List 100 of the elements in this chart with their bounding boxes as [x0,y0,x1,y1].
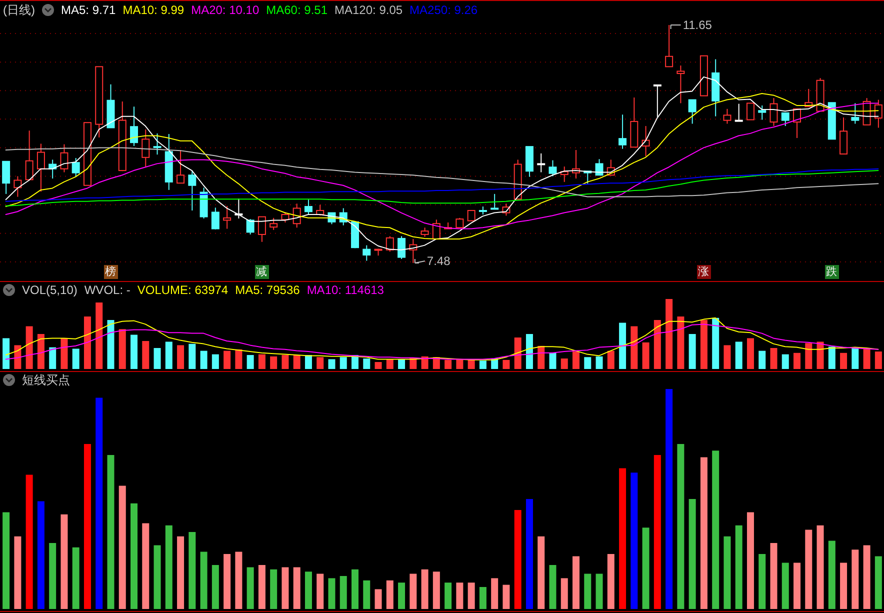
bar [107,455,114,609]
bar [374,362,382,369]
candlestick [188,170,196,211]
bar [224,350,231,369]
bar [770,543,778,609]
bar [282,567,289,609]
candlestick [246,218,254,235]
bar [526,334,533,369]
bar [816,525,824,609]
bar [49,347,56,369]
candlestick [270,217,278,230]
bar [293,567,300,609]
bar [49,543,56,609]
bar [177,536,184,609]
candlestick [770,98,778,127]
candlestick [36,143,45,192]
bar [340,357,347,369]
bar [770,348,778,369]
text: 跌 [824,265,839,279]
bar [72,348,80,369]
bar [212,565,219,609]
bar [782,354,789,369]
bar [700,320,708,369]
bar [782,562,789,609]
bar [304,355,312,369]
bar [14,536,22,609]
bar [712,318,720,369]
bar [874,352,882,369]
bar [468,582,475,609]
bar [130,334,138,369]
bar [724,345,731,369]
bar [316,574,324,609]
bar [60,338,68,369]
bar [502,360,510,369]
bar [572,352,580,369]
bar [688,499,696,609]
text: 涨 [696,265,711,279]
bar [26,474,33,609]
bar [246,567,254,609]
candlestick [25,130,34,180]
chart-title: VOL(5,10) [22,283,78,297]
bar [642,342,650,369]
bar [619,322,626,369]
bar [619,468,626,609]
bar [572,556,580,609]
bar [514,338,522,369]
bar [444,360,452,369]
bar [14,345,22,369]
bar [654,320,661,369]
candlestick [176,149,185,184]
bar [26,326,33,369]
bar [444,582,452,609]
bar [410,574,417,609]
candlestick [746,102,754,120]
bar [200,552,208,609]
bar [340,576,347,609]
bar [96,302,103,369]
bar [735,525,742,609]
bar [584,574,592,609]
bar [37,334,44,369]
candlestick [653,84,662,118]
candlestick [223,205,232,230]
bar [154,545,161,609]
bar [246,355,254,369]
bar [270,569,278,609]
bar [502,584,510,609]
text: MA250: 9.26 [410,3,478,17]
bar [188,532,196,609]
bar [293,355,300,369]
candlestick [2,160,10,194]
bar [560,358,568,369]
bar [2,338,10,369]
bar [840,562,848,609]
candlestick [211,207,220,230]
text: VOLUME: 63974 [137,283,228,297]
candlestick [304,199,312,215]
bar [363,358,370,369]
bar [386,580,394,609]
bar [874,556,882,609]
bar [316,357,324,369]
bar [700,457,708,609]
bar [840,352,848,369]
bar [421,356,428,369]
bar [514,510,522,609]
bar [724,536,731,609]
bar [852,550,859,609]
text: MA5: 79536 [235,283,300,297]
candlestick [14,176,22,198]
bar [363,580,370,609]
candlestick [258,216,266,242]
candlestick [420,227,429,238]
candlestick [72,157,80,178]
bar [816,342,824,369]
bar [374,589,382,609]
candlestick [386,236,394,252]
bar [118,329,126,369]
bar [677,444,684,609]
bar [666,389,673,609]
candlestick [676,65,685,104]
bar [398,582,406,609]
